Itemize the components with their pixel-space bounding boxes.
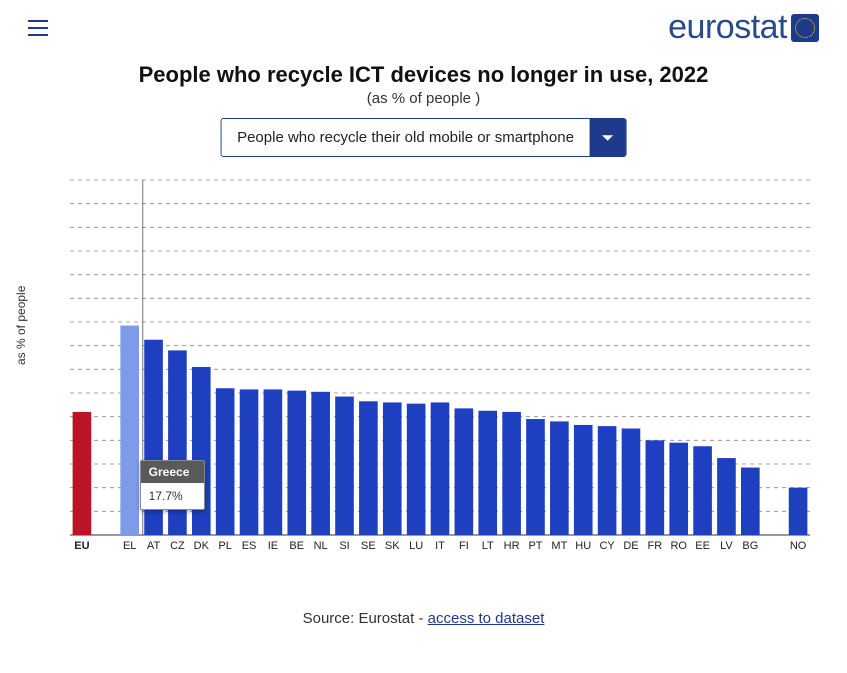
svg-text:IT: IT [435, 540, 445, 552]
dataset-link[interactable]: access to dataset [428, 610, 545, 627]
svg-text:MT: MT [551, 540, 567, 552]
bar[interactable] [502, 412, 521, 535]
svg-text:EL: EL [123, 540, 136, 552]
svg-text:SK: SK [385, 540, 400, 552]
dropdown-label: People who recycle their old mobile or s… [221, 119, 590, 156]
svg-text:LU: LU [409, 540, 423, 552]
bar[interactable] [311, 392, 330, 535]
bar[interactable] [526, 419, 545, 535]
svg-text:LT: LT [482, 540, 494, 552]
svg-text:SI: SI [339, 540, 349, 552]
svg-text:IE: IE [268, 540, 278, 552]
svg-text:EE: EE [695, 540, 710, 552]
bar[interactable] [646, 440, 665, 535]
svg-text:CZ: CZ [170, 540, 185, 552]
svg-text:CY: CY [599, 540, 615, 552]
logo-text: eurostat [668, 8, 787, 47]
svg-text:PT: PT [528, 540, 542, 552]
svg-text:RO: RO [670, 540, 687, 552]
bar[interactable] [359, 401, 378, 535]
svg-text:HU: HU [575, 540, 591, 552]
series-dropdown[interactable]: People who recycle their old mobile or s… [220, 118, 627, 157]
svg-text:EU: EU [74, 540, 89, 552]
tooltip-country: Greece [141, 461, 204, 483]
eu-flag-icon [791, 14, 819, 42]
source-prefix: Source: Eurostat - [303, 610, 428, 627]
bar[interactable] [240, 389, 259, 535]
bar[interactable] [264, 389, 283, 535]
svg-text:NL: NL [314, 540, 328, 552]
chart-subtitle: (as % of people ) [0, 90, 847, 107]
bar[interactable] [335, 397, 354, 535]
bar[interactable] [669, 443, 688, 535]
svg-text:HR: HR [504, 540, 520, 552]
svg-text:DK: DK [194, 540, 210, 552]
bar[interactable] [574, 425, 593, 535]
svg-text:SE: SE [361, 540, 376, 552]
bar[interactable] [693, 446, 712, 535]
bar[interactable] [216, 388, 235, 535]
bar[interactable] [455, 408, 474, 535]
bar[interactable] [598, 426, 617, 535]
chart-title: People who recycle ICT devices no longer… [0, 62, 847, 88]
svg-text:DE: DE [623, 540, 638, 552]
menu-icon[interactable] [28, 20, 48, 36]
bar[interactable] [383, 402, 402, 535]
eurostat-logo[interactable]: eurostat [668, 8, 819, 47]
bar[interactable] [407, 404, 426, 535]
chart-plot-area: 024681012141618202224262830EUELATCZDKPLE… [70, 175, 810, 555]
bar[interactable] [73, 412, 92, 535]
y-axis-label: as % of people [14, 286, 28, 365]
svg-text:NO: NO [790, 540, 807, 552]
svg-text:ES: ES [242, 540, 257, 552]
svg-text:FI: FI [459, 540, 469, 552]
svg-text:BE: BE [289, 540, 304, 552]
tooltip-value: 17.7% [141, 483, 204, 509]
svg-text:FR: FR [648, 540, 663, 552]
chart-tooltip: Greece 17.7% [140, 460, 205, 510]
bar[interactable] [478, 411, 497, 535]
bar[interactable] [717, 458, 736, 535]
bar[interactable] [550, 421, 569, 535]
svg-text:AT: AT [147, 540, 161, 552]
svg-text:PL: PL [218, 540, 231, 552]
svg-text:BG: BG [742, 540, 758, 552]
chevron-down-icon [590, 119, 626, 156]
bar[interactable] [741, 468, 760, 535]
bar[interactable] [622, 429, 641, 536]
bar[interactable] [120, 326, 139, 535]
bar[interactable] [789, 488, 808, 535]
chart-source: Source: Eurostat - access to dataset [0, 610, 847, 627]
bar[interactable] [431, 402, 450, 535]
bar[interactable] [287, 391, 306, 535]
svg-text:LV: LV [720, 540, 733, 552]
